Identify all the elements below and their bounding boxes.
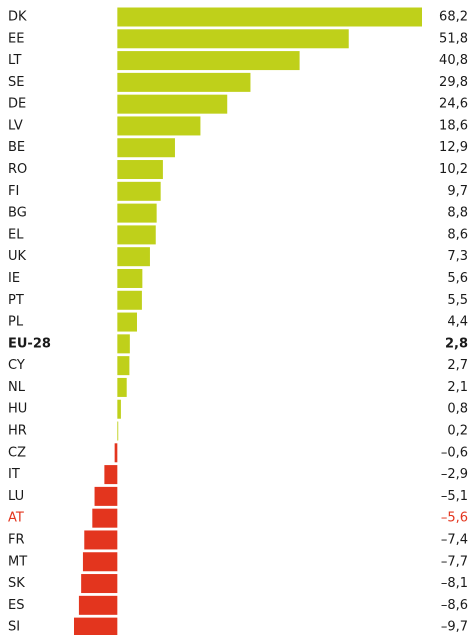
- value-label: –8,6: [441, 598, 468, 613]
- value-label: 10,2: [439, 162, 468, 177]
- category-label: ES: [8, 598, 24, 613]
- bar: [117, 203, 157, 223]
- bar: [82, 552, 118, 572]
- category-label: BG: [8, 206, 27, 221]
- value-label: 4,4: [447, 315, 468, 330]
- value-label: 68,2: [439, 10, 468, 25]
- category-label: PT: [8, 293, 24, 308]
- value-label: 51,8: [439, 31, 468, 46]
- category-label: UK: [8, 249, 27, 264]
- category-label: IT: [8, 467, 20, 482]
- bar: [117, 72, 251, 92]
- value-label: 2,8: [445, 336, 468, 351]
- value-label: 8,6: [447, 227, 468, 242]
- category-label: IE: [8, 271, 20, 286]
- value-label: –7,7: [441, 554, 468, 569]
- value-label: 5,6: [447, 271, 468, 286]
- bar: [117, 29, 349, 49]
- value-label: 9,7: [447, 184, 468, 199]
- category-label: LU: [8, 489, 24, 504]
- category-label: SE: [8, 75, 24, 90]
- bar: [117, 181, 161, 201]
- bar: [74, 617, 118, 635]
- value-label: 29,8: [439, 75, 468, 90]
- category-label: SI: [8, 620, 20, 635]
- category-label: SK: [8, 576, 25, 591]
- bar: [94, 486, 118, 506]
- bar: [117, 7, 423, 27]
- bar: [117, 399, 121, 419]
- value-label: –2,9: [441, 467, 468, 482]
- bar: [117, 334, 130, 354]
- value-label: 2,1: [447, 380, 468, 395]
- value-label: 12,9: [439, 140, 468, 155]
- value-label: 0,2: [447, 424, 468, 439]
- bar: [117, 247, 150, 267]
- value-label: –0,6: [441, 445, 468, 460]
- bar: [117, 312, 137, 332]
- category-label: BE: [8, 140, 25, 155]
- category-label: FI: [8, 184, 19, 199]
- value-label: 7,3: [447, 249, 468, 264]
- category-label: AT: [8, 511, 24, 526]
- category-label: EU-28: [8, 336, 51, 351]
- bar: [92, 508, 118, 528]
- bar: [78, 595, 118, 615]
- category-label: EE: [8, 31, 24, 46]
- value-label: 40,8: [439, 53, 468, 68]
- bar: [104, 465, 118, 485]
- bar: [84, 530, 118, 550]
- value-label: 18,6: [439, 118, 468, 133]
- category-label: CY: [8, 358, 25, 373]
- value-label: –5,1: [441, 489, 468, 504]
- category-label: CZ: [8, 445, 26, 460]
- bar: [117, 51, 300, 71]
- bar: [81, 574, 118, 594]
- category-label: EL: [8, 227, 24, 242]
- value-label: 2,7: [447, 358, 468, 373]
- value-label: 5,5: [447, 293, 468, 308]
- category-label: FR: [8, 532, 25, 547]
- bar: [117, 160, 163, 180]
- bar: [114, 443, 118, 463]
- category-label: LT: [8, 53, 21, 68]
- category-label: HR: [8, 424, 27, 439]
- value-label: –7,4: [441, 532, 468, 547]
- category-label: NL: [8, 380, 26, 395]
- category-label: RO: [8, 162, 27, 177]
- category-label: DK: [8, 10, 27, 25]
- category-label: HU: [8, 402, 27, 417]
- bar: [117, 225, 156, 245]
- bar: [117, 268, 143, 288]
- bar: [117, 290, 142, 310]
- category-label: MT: [8, 554, 27, 569]
- bar: [117, 116, 201, 136]
- category-label: DE: [8, 97, 26, 112]
- bar: [117, 377, 127, 397]
- value-label: –5,6: [441, 511, 468, 526]
- value-label: 0,8: [447, 402, 468, 417]
- value-label: 8,8: [447, 206, 468, 221]
- bar: [117, 94, 228, 114]
- bar: [117, 421, 119, 441]
- category-label: LV: [8, 118, 23, 133]
- bar: [117, 138, 175, 158]
- value-label: –9,7: [441, 620, 468, 635]
- category-label: PL: [8, 315, 24, 330]
- bar: [117, 356, 130, 376]
- value-label: –8,1: [441, 576, 468, 591]
- value-label: 24,6: [439, 97, 468, 112]
